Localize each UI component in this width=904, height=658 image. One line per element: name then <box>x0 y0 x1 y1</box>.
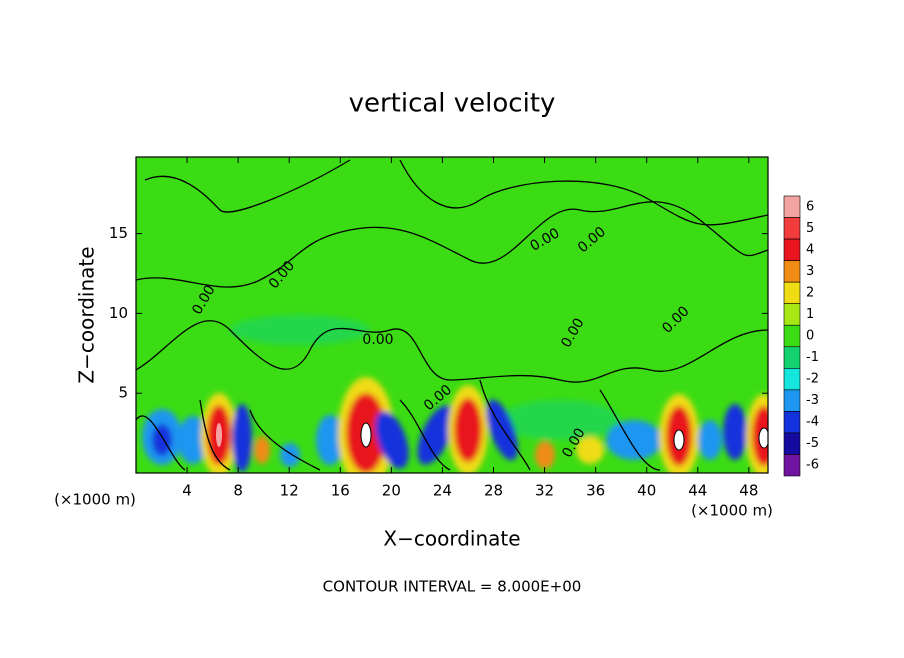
field-blob <box>500 400 620 440</box>
colorbar-label: -5 <box>806 436 819 451</box>
colorbar-label: 1 <box>806 307 814 322</box>
colorbar-swatch <box>783 432 801 455</box>
x-axis-label: X−coordinate <box>383 527 520 551</box>
x-unit: (×1000 m) <box>691 502 773 520</box>
field-blobs <box>142 315 768 473</box>
colorbar-swatch <box>783 454 801 477</box>
contour-line <box>136 379 661 471</box>
y-tick-label: 10 <box>109 304 128 322</box>
contour-line <box>136 201 768 288</box>
colorbar-label: 2 <box>806 285 814 300</box>
field-blob <box>576 436 604 464</box>
colorbar-label: -3 <box>806 393 819 408</box>
contour-line <box>144 159 768 226</box>
x-tick-label: 4 <box>182 482 192 500</box>
colorbar-label: -6 <box>806 458 819 473</box>
field-core <box>673 429 685 451</box>
x-tick-label: 48 <box>739 482 758 500</box>
field-core <box>360 422 372 448</box>
field-blob <box>152 424 172 456</box>
colorbar-label: -4 <box>806 415 819 430</box>
field-blob <box>535 441 555 469</box>
colorbar-label: -2 <box>806 372 819 387</box>
colorbar-swatch <box>783 217 801 240</box>
x-tick-label: 24 <box>433 482 452 500</box>
field-blob <box>230 315 370 345</box>
colorbar-swatch <box>783 238 801 261</box>
field-blob <box>178 416 208 464</box>
field-blob <box>606 420 662 460</box>
field-blob <box>417 405 455 465</box>
x-tick-label: 32 <box>535 482 554 500</box>
colorbar-label: 4 <box>806 242 814 257</box>
contour-field <box>136 157 768 473</box>
y-axis-label: Z−coordinate <box>75 246 99 383</box>
field-blob <box>454 398 482 462</box>
x-tick-label: 28 <box>484 482 503 500</box>
x-tick-label: 16 <box>331 482 350 500</box>
colorbar-label: 3 <box>806 264 814 279</box>
colorbar-swatch <box>783 346 801 369</box>
x-tick-label: 40 <box>637 482 656 500</box>
colorbar-swatch <box>783 281 801 304</box>
contour-label: 0.00 <box>362 332 393 348</box>
x-tick-label: 44 <box>688 482 707 500</box>
colorbar: 6 5 4 3 2 1 0 -1 -2 -3 -4 -5 -6 <box>783 195 819 477</box>
x-tick-label: 8 <box>233 482 243 500</box>
plot-frame <box>135 156 769 474</box>
y-unit: (×1000 m) <box>54 491 136 509</box>
x-tick-label: 20 <box>382 482 401 500</box>
colorbar-swatch <box>783 368 801 391</box>
footnote: CONTOUR INTERVAL = 8.000E+00 <box>323 578 582 596</box>
field-blob <box>280 443 300 467</box>
colorbar-label: 0 <box>806 329 814 344</box>
field-blob <box>254 436 270 464</box>
colorbar-label: 6 <box>806 199 814 214</box>
colorbar-swatch <box>783 389 801 412</box>
field-blob <box>723 404 747 460</box>
colorbar-swatch <box>783 303 801 326</box>
colorbar-label: 5 <box>806 221 814 236</box>
x-tick-label: 12 <box>280 482 299 500</box>
colorbar-swatch <box>783 411 801 434</box>
y-tick-label: 5 <box>118 384 128 402</box>
colorbar-swatch <box>783 260 801 283</box>
colorbar-swatch <box>783 324 801 348</box>
field-blob <box>232 404 252 472</box>
x-tick-label: 36 <box>586 482 605 500</box>
y-tick-label: 15 <box>109 224 128 242</box>
field-core <box>758 427 768 449</box>
field-blob <box>316 415 344 465</box>
field-blob <box>375 411 409 469</box>
contour-line <box>136 320 768 383</box>
field-blob <box>698 420 722 460</box>
colorbar-label: -1 <box>806 350 819 365</box>
colorbar-swatch <box>783 195 801 218</box>
chart-title: vertical velocity <box>349 89 556 119</box>
field-core <box>216 423 222 447</box>
